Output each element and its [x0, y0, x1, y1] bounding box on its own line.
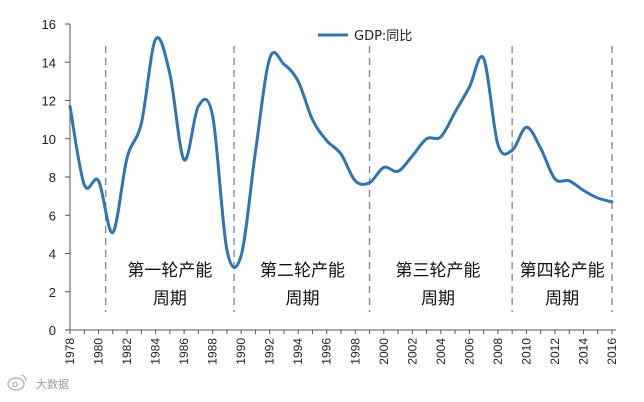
cycle-annotation-line2: 周期	[545, 289, 579, 309]
cycle-annotation-line1: 第四轮产能	[520, 261, 605, 281]
x-tick-label: 1982	[120, 338, 134, 365]
cycle-annotation-line2: 周期	[153, 289, 187, 309]
x-tick-label: 1992	[263, 338, 277, 365]
x-tick-label: 2014	[576, 338, 590, 365]
cycle-annotation-line2: 周期	[285, 289, 319, 309]
x-tick-label: 2004	[434, 338, 448, 365]
y-tick-label: 16	[42, 17, 56, 32]
x-axis: 1978 1980 1982 1984 1986 1988 1990 1992 1994 1996…	[63, 329, 619, 365]
x-tick-label: 2006	[462, 338, 476, 365]
y-tick-label: 8	[49, 170, 56, 185]
series-line-gdp	[68, 36, 614, 269]
x-tick-label: 2008	[491, 338, 505, 365]
x-tick-label: 1996	[320, 338, 334, 365]
cycle-annotation-line1: 第三轮产能	[395, 261, 480, 281]
weibo-logo-icon	[7, 374, 27, 391]
x-tick-label: 1980	[92, 338, 106, 365]
legend: GDP:同比	[318, 29, 412, 44]
x-tick-label: 2002	[405, 338, 419, 365]
y-axis: 0 2 4 6 8 10 12 14 16	[42, 17, 71, 338]
y-tick-label: 12	[42, 94, 56, 109]
y-tick-label: 14	[42, 55, 56, 70]
x-tick-label: 1990	[234, 338, 248, 365]
x-tick-label: 1994	[291, 338, 305, 365]
y-tick-label: 0	[49, 323, 56, 338]
x-tick-label: 1978	[63, 338, 77, 365]
cycle-annotation-line1: 第一轮产能	[127, 261, 212, 281]
x-tick-label: 2000	[377, 338, 391, 365]
cycle-annotation-line1: 第二轮产能	[260, 261, 345, 281]
y-tick-label: 4	[49, 247, 56, 262]
y-tick-label: 6	[49, 208, 56, 223]
x-tick-label: 1984	[149, 338, 163, 365]
watermark-text: 大数据	[36, 377, 69, 391]
cycle-annotation-line2: 周期	[421, 289, 455, 309]
x-tick-label: 1998	[348, 338, 362, 365]
series-layer	[68, 36, 614, 269]
x-tick-label: 1988	[206, 338, 220, 365]
x-tick-label: 1986	[177, 338, 191, 365]
watermark: 大数据	[7, 374, 69, 391]
x-tick-label: 2010	[519, 338, 533, 365]
y-tick-label: 10	[42, 132, 56, 147]
y-tick-label: 2	[49, 285, 56, 300]
x-tick-label: 2016	[605, 338, 619, 365]
legend-label: GDP:同比	[354, 29, 412, 44]
x-tick-label: 2012	[548, 338, 562, 365]
